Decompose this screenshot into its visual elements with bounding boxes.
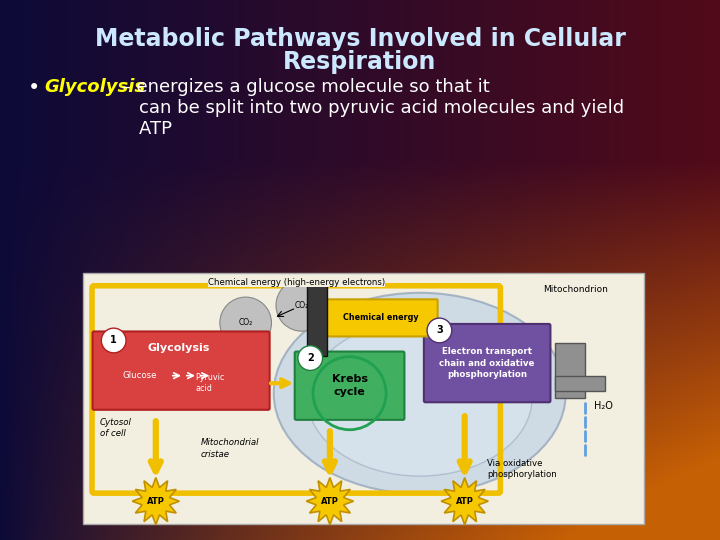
Text: Mitochondrion: Mitochondrion <box>544 285 608 294</box>
FancyBboxPatch shape <box>554 376 605 391</box>
Ellipse shape <box>274 293 566 494</box>
Text: Chemical energy: Chemical energy <box>343 313 418 322</box>
Text: 1: 1 <box>110 335 117 346</box>
FancyBboxPatch shape <box>93 332 269 410</box>
Text: – energizes a glucose molecule so that it
    can be split into two pyruvic acid: – energizes a glucose molecule so that i… <box>116 78 624 138</box>
Text: Chemical energy (high-energy electrons): Chemical energy (high-energy electrons) <box>207 278 384 287</box>
FancyBboxPatch shape <box>554 343 585 399</box>
Circle shape <box>220 297 271 349</box>
Text: Mitochondrial
cristae: Mitochondrial cristae <box>201 438 259 458</box>
FancyBboxPatch shape <box>307 280 327 355</box>
FancyBboxPatch shape <box>323 299 438 336</box>
Text: 3: 3 <box>436 326 443 335</box>
Text: Cytosol
of cell: Cytosol of cell <box>99 418 132 438</box>
Text: Respiration: Respiration <box>283 50 437 74</box>
Polygon shape <box>441 477 488 525</box>
FancyBboxPatch shape <box>294 352 405 420</box>
FancyBboxPatch shape <box>83 273 644 524</box>
Text: Glycolysis: Glycolysis <box>44 78 145 96</box>
Circle shape <box>427 318 451 343</box>
Circle shape <box>102 328 126 353</box>
Polygon shape <box>132 477 179 525</box>
Text: Krebs
cycle: Krebs cycle <box>331 375 368 397</box>
Text: 2: 2 <box>307 353 314 363</box>
Text: Glycolysis: Glycolysis <box>147 343 210 353</box>
FancyBboxPatch shape <box>424 324 550 402</box>
Text: Via oxidative
phosphorylation: Via oxidative phosphorylation <box>487 458 557 478</box>
Circle shape <box>298 346 323 370</box>
Text: Electron transport
chain and oxidative
phosphorylation: Electron transport chain and oxidative p… <box>439 348 535 379</box>
Text: H₂O: H₂O <box>594 401 613 411</box>
Text: ATP: ATP <box>321 497 339 505</box>
Ellipse shape <box>307 320 532 476</box>
Text: Pyruvic
acid: Pyruvic acid <box>195 374 225 393</box>
Text: ATP: ATP <box>147 497 165 505</box>
Circle shape <box>276 280 328 331</box>
Text: CO₂: CO₂ <box>294 301 309 310</box>
Text: Glucose: Glucose <box>122 371 157 380</box>
Text: Metabolic Pathways Involved in Cellular: Metabolic Pathways Involved in Cellular <box>94 27 626 51</box>
Polygon shape <box>306 477 354 525</box>
Text: CO₂: CO₂ <box>238 319 253 327</box>
Text: ATP: ATP <box>456 497 474 505</box>
Text: •: • <box>28 78 40 98</box>
